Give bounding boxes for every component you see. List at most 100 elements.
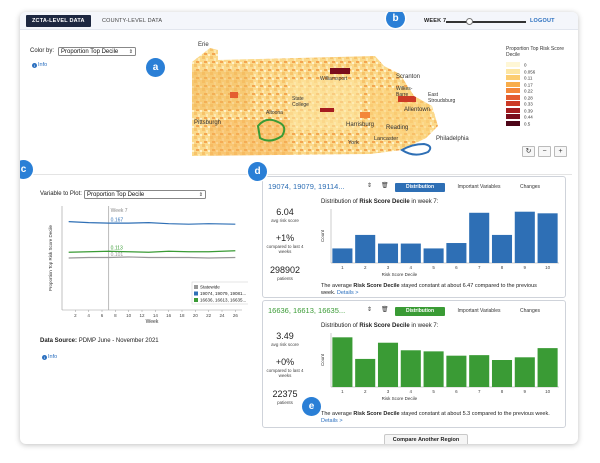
chart-info-label: Info [48,354,58,360]
map-reset-button[interactable]: ↻ [522,146,535,157]
chart-info-link[interactable]: i Info [42,354,57,360]
card-tab-changes[interactable]: Changes [519,308,540,314]
distribution-title-variable: Risk Score Decile [359,323,410,329]
distribution-bar [537,213,558,263]
city-label: Scranton [396,74,421,80]
card-tab-distribution[interactable]: Distribution [395,307,445,316]
distribution-bar-chart: Count 1 2 3 4 5 6 7 8 9 10 Risk Score Decile [320,209,559,277]
data-source: Data Source: PDMP June - November 2021 [40,338,159,344]
x-tick-label: 6 [455,389,458,394]
annotation-badge-a: a [146,58,165,77]
legend-item-label: 0.44 [524,114,533,120]
compare-another-region-button[interactable]: Compare Another Region [384,434,468,444]
select-arrows-icon[interactable]: ⇕ [367,183,373,189]
annotation-badge-e: e [302,397,321,416]
variable-to-plot-label: Variable to Plot: [40,191,82,197]
color-by-select[interactable]: Proportion Top Decile ⇕ [58,47,136,56]
week-marker-label: Week 7 [111,208,128,214]
legend-item-label: 0.28 [524,95,533,100]
x-tick-label: 16 [166,313,172,318]
zoom-out-button[interactable]: − [538,146,551,157]
card-tab-changes[interactable]: Changes [519,184,540,190]
x-tick-label: 5 [432,265,435,270]
distribution-summary: The average Risk Score Decile stayed con… [321,283,551,297]
x-tick-label: 2 [364,389,367,394]
legend-item-label: 0.33 [524,101,533,107]
app-window: ZCTA-LEVEL DATA COUNTY-LEVEL DATA WEEK 7… [20,12,578,444]
variable-to-plot-select[interactable]: Proportion Top Decile ⇕ [84,190,206,199]
legend-swatch [506,62,520,67]
logout-link[interactable]: LOGOUT [530,18,555,24]
annotation-badge-c: c [20,160,33,179]
distribution-bar [332,248,353,263]
distribution-title: Distribution of Risk Score Decile in wee… [321,323,438,329]
legend-label: Statewide [200,285,220,290]
x-tick-label: 18 [179,313,185,318]
legend-swatch [194,285,198,289]
week-slider-track[interactable] [446,21,526,23]
distribution-bar [491,360,513,387]
select-arrows-icon[interactable]: ⇕ [367,307,373,313]
city-label: Philadelphia [436,136,469,142]
legend-swatch [506,120,520,126]
summary-prefix: The average [321,411,352,417]
info-icon: i [42,354,47,360]
distribution-summary: The average Risk Score Decile stayed con… [321,411,551,425]
legend-item-label: 0 [524,62,527,68]
top-bar: ZCTA-LEVEL DATA COUNTY-LEVEL DATA WEEK 7… [20,12,578,30]
x-tick-label: 9 [524,265,527,270]
distribution-bar [377,243,399,263]
x-tick-label: 7 [478,389,481,394]
legend-item-label: 0.5 [524,121,531,126]
tab-county-level[interactable]: COUNTY-LEVEL DATA [102,18,163,24]
x-tick-label: 6 [101,313,104,318]
city-label: Allentown [404,107,431,113]
distribution-bar [446,355,467,387]
trash-icon[interactable]: 🗑 [381,307,389,313]
y-axis-label: Count [320,229,325,242]
city-label: Harrisburg [346,122,375,128]
x-tick-label: 4 [410,265,413,270]
distribution-bar [355,234,376,263]
tab-zcta-level[interactable]: ZCTA-LEVEL DATA [26,15,91,27]
x-tick-label: 5 [432,389,435,394]
card-tab-distribution[interactable]: Distribution [395,183,445,192]
legend-box [191,281,248,305]
x-tick-label: 6 [455,265,458,270]
summary-suffix: stayed constant at about 5.3 compared to… [401,411,550,417]
x-tick-label: 8 [114,313,117,318]
details-link[interactable]: Details > [321,418,343,424]
series-line [68,250,236,253]
zoom-in-button[interactable]: + [554,146,567,157]
region-title-select[interactable]: 19074, 19079, 19114... [268,182,345,191]
trash-icon[interactable]: 🗑 [381,183,389,189]
x-axis-label: Risk Score Decile [382,396,418,401]
map-info-link[interactable]: i Info [32,62,47,68]
series-line [68,221,236,225]
legend-item: 0 [506,62,527,68]
select-arrows-icon: ⇕ [128,49,133,55]
card-tab-important-variables[interactable]: Important Variables [457,184,501,190]
details-link[interactable]: Details > [336,290,359,296]
distribution-bar [400,243,421,263]
distribution-bar [514,357,535,387]
region-title-select[interactable]: 16636, 16613, 16635... [268,306,346,315]
summary-suffix: stayed constant at about 6.47 compared t… [321,283,537,296]
x-tick-label: 10 [126,313,132,318]
zcta-choropleth-map[interactable] [170,40,500,170]
legend-swatch [506,107,520,113]
x-tick-label: 2 [364,265,367,270]
legend-item: 0.5 [506,120,531,127]
legend-swatch [506,88,520,93]
distribution-title: Distribution of Risk Score Decile in wee… [321,199,438,205]
region-card-1: 19074, 19079, 19114... ⇕ 🗑 Distribution Impo… [262,176,566,298]
week-slider-handle[interactable] [466,18,473,25]
legend-item: 0.28 [506,94,533,101]
x-axis-label: Week [146,319,159,324]
x-tick-label: 26 [233,313,239,318]
card-tab-important-variables[interactable]: Important Variables [457,308,501,314]
distribution-title-prefix: Distribution of [321,199,358,205]
summary-prefix: The average [321,283,352,289]
x-tick-label: 8 [501,265,504,270]
